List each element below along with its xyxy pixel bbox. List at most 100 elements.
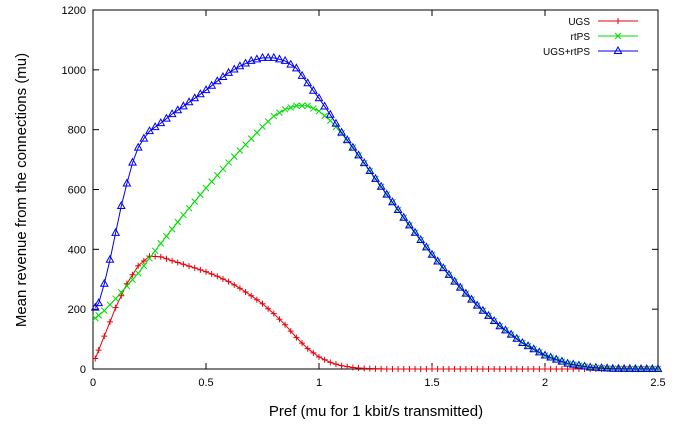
data-point [212,76,222,85]
data-point [116,200,126,209]
data-point [157,239,165,247]
data-point [208,271,215,278]
data-point [145,126,154,135]
data-point [280,55,290,64]
data-point [157,253,164,260]
data-point [474,366,481,372]
data-point [106,301,114,309]
data-point [191,264,198,271]
data-point [508,366,515,372]
data-point [186,263,193,270]
y-tick-label: 0 [80,364,86,376]
data-point [371,173,380,182]
y-tick-label: 1200 [62,5,86,17]
data-point [378,365,385,372]
data-point [156,118,166,127]
data-point [512,333,522,342]
data-point [399,212,409,221]
data-point [348,142,358,151]
legend-marker [615,18,621,24]
data-point [410,227,420,236]
data-point [297,70,307,79]
data-point [169,257,176,264]
data-point [203,268,209,275]
data-point [354,150,363,159]
data-point [349,364,356,371]
data-point [467,294,476,303]
data-point [468,366,475,372]
data-point [429,366,435,372]
data-point [434,366,441,372]
data-point [496,366,503,372]
data-point [129,276,136,283]
data-point [105,254,115,263]
y-tick-label: 200 [68,304,86,316]
data-point [376,181,386,190]
data-point [190,93,200,102]
series-ugs [92,253,661,372]
data-point [173,105,183,114]
data-point [316,354,322,361]
data-point [90,302,100,311]
data-point [308,85,318,94]
data-point [293,102,300,110]
data-point [372,365,379,372]
data-point [479,366,486,372]
data-point [231,281,238,288]
plot-frame [92,9,659,370]
x-axis-label: Pref (mu for 1 kbit/s transmitted) [269,403,483,420]
data-point [546,352,556,361]
data-point [253,296,260,303]
data-point [421,242,431,251]
data-point [258,52,267,61]
data-point [265,305,272,312]
data-point [608,363,618,372]
data-point [501,325,510,334]
data-point [332,123,340,131]
data-point [270,112,278,120]
data-point [332,361,339,368]
data-point [400,366,407,372]
data-point [225,159,232,166]
data-point [276,316,283,323]
data-point [445,366,452,372]
y-tick-label: 1000 [62,65,86,77]
data-point [218,71,228,81]
data-point [382,189,392,198]
data-point [236,147,244,154]
data-point [129,271,136,278]
x-tick-label: 0.5 [198,377,213,389]
data-point [337,127,347,136]
data-point [281,105,289,113]
data-point [523,341,533,350]
series-line [94,105,658,370]
data-point [202,184,210,192]
data-point [140,258,147,265]
data-point [647,363,657,372]
data-point [242,288,249,295]
data-point [208,178,216,186]
data-point [275,54,284,63]
data-point [270,310,277,317]
data-point [309,105,317,112]
data-point [99,278,109,287]
data-point [517,337,527,346]
data-point [133,142,143,151]
data-point [252,54,262,63]
data-point [489,316,499,325]
x-tick-label: 1.5 [424,377,439,389]
data-point [404,220,414,229]
data-point [619,363,629,372]
data-point [327,359,334,366]
data-point [551,354,561,363]
data-point [259,123,266,131]
data-point [152,253,159,260]
data-point [303,78,313,87]
data-point [542,366,548,372]
data-point [457,366,464,372]
data-point [438,263,448,272]
data-point [168,225,176,233]
data-point [128,157,137,166]
data-point [276,109,283,117]
data-point [653,363,663,372]
